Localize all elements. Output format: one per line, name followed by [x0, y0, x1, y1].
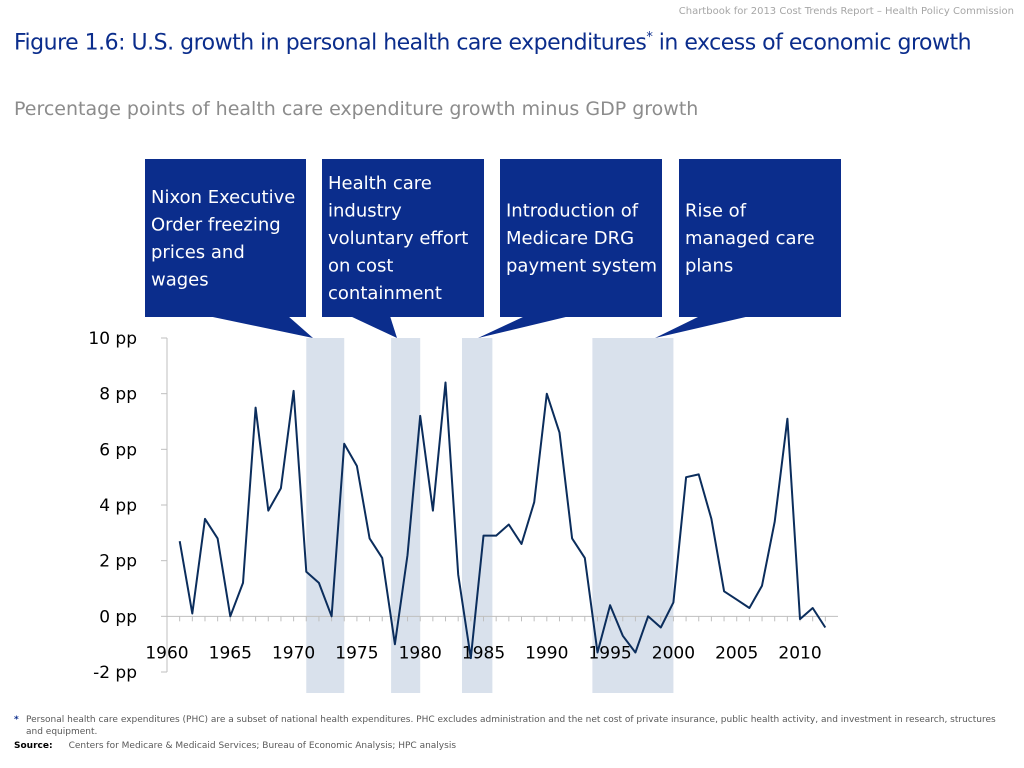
callout-3-line: payment system: [506, 256, 657, 277]
callout-box-1: [145, 159, 306, 317]
y-tick-label: 10 pp: [88, 329, 137, 349]
callout-box-4: [679, 159, 841, 317]
policy-band-4: [592, 338, 674, 693]
chartbook-header-note: Chartbook for 2013 Cost Trends Report – …: [678, 6, 1014, 17]
y-tick-label: 2 pp: [99, 552, 137, 572]
source-text: Centers for Medicare & Medicaid Services…: [68, 741, 457, 751]
callout-3-line: Medicare DRG: [506, 228, 634, 249]
title-tail: in excess of economic growth: [652, 30, 972, 56]
source-label: Source:: [14, 741, 53, 751]
callout-4-line: managed care: [685, 228, 815, 249]
title-main: Figure 1.6: U.S. growth in personal heal…: [14, 30, 647, 56]
x-tick-label: 1980: [399, 643, 442, 663]
x-tick-label: 1960: [145, 643, 188, 663]
callout-2-line: industry: [328, 201, 402, 222]
figure-title: Figure 1.6: U.S. growth in personal heal…: [14, 30, 972, 56]
x-tick-label: 1965: [209, 643, 252, 663]
callout-2-line: Health care: [328, 173, 432, 194]
y-tick-label: 0 pp: [99, 607, 137, 627]
callout-pointer-4: [655, 316, 750, 338]
callout-4-line: plans: [685, 256, 733, 277]
y-tick-label: 8 pp: [99, 385, 137, 405]
callout-2-line: containment: [328, 283, 442, 304]
policy-band-1: [306, 338, 345, 693]
x-tick-label: 2000: [652, 643, 695, 663]
callout-1-line: wages: [151, 269, 209, 290]
x-tick-label: 2005: [715, 643, 758, 663]
x-tick-label: 2010: [778, 643, 821, 663]
y-tick-label: 4 pp: [99, 496, 137, 516]
callout-2-line: voluntary effort: [328, 228, 468, 249]
title-footnote-mark: *: [646, 30, 653, 45]
x-tick-label: 1990: [525, 643, 568, 663]
callout-pointer-1: [208, 316, 313, 338]
callout-2-line: on cost: [328, 256, 394, 277]
callout-pointer-3: [478, 316, 570, 338]
callout-1-line: Nixon Executive: [151, 187, 295, 208]
callout-1-line: prices and: [151, 242, 245, 263]
series-line-1: [178, 381, 827, 660]
callout-4-line: Rise of: [685, 201, 747, 222]
x-tick-label: 1995: [588, 643, 631, 663]
y-tick-label: -2 pp: [93, 663, 137, 683]
source-line: Source: Centers for Medicare & Medicaid S…: [14, 741, 456, 751]
footnote: * Personal health care expenditures (PHC…: [14, 714, 1004, 738]
callout-pointer-2: [350, 316, 397, 338]
y-tick-label: 6 pp: [99, 440, 137, 460]
policy-band-3: [461, 338, 493, 693]
callout-1-line: Order freezing: [151, 214, 281, 235]
chart-subtitle: Percentage points of health care expendi…: [14, 98, 699, 120]
footnote-mark: *: [14, 715, 19, 725]
callout-box-2: [322, 159, 484, 317]
footnote-text: Personal health care expenditures (PHC) …: [26, 715, 996, 737]
x-tick-label: 1970: [272, 643, 315, 663]
callout-box-3: [500, 159, 662, 317]
x-tick-label: 1975: [335, 643, 378, 663]
callout-3-line: Introduction of: [506, 201, 639, 222]
